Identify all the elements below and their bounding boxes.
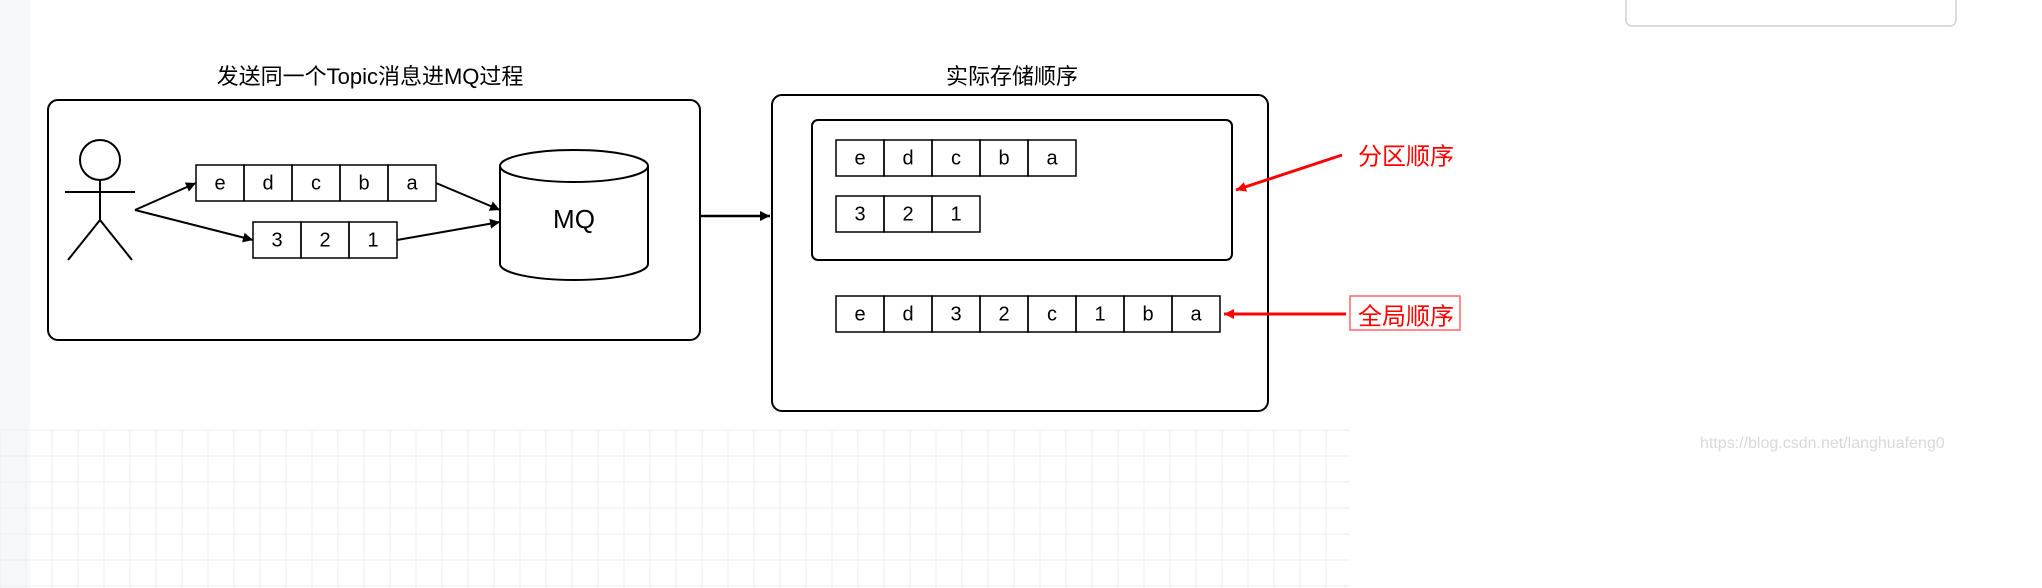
partition-row-letters-cell-label: a (1046, 147, 1058, 169)
global-row-cell-label: b (1142, 303, 1153, 325)
global-row-cell-label: d (902, 303, 913, 325)
left-row-letters-cell-label: d (262, 172, 273, 194)
global-row-cell-label: c (1047, 303, 1057, 325)
global-row-cell-label: 1 (1094, 303, 1105, 325)
left-panel-title: 发送同一个Topic消息进MQ过程 (217, 64, 524, 89)
partition-row-letters-cell-label: c (951, 147, 961, 169)
global-row-cell-label: a (1190, 303, 1202, 325)
left-row-letters-cell-label: c (311, 172, 321, 194)
partition-row-numbers-cell-label: 1 (950, 203, 961, 225)
mq-label: MQ (553, 204, 595, 234)
partition-row-numbers-cell-label: 2 (902, 203, 913, 225)
partition-row-numbers-cell-label: 3 (854, 203, 865, 225)
partition-row-letters-cell-label: b (998, 147, 1009, 169)
partition-row-letters-cell-label: e (854, 147, 865, 169)
global-row-cell-label: e (854, 303, 865, 325)
right-panel-title: 实际存储顺序 (946, 64, 1078, 89)
left-row-letters-cell-label: b (358, 172, 369, 194)
partition-row-letters-cell-label: d (902, 147, 913, 169)
watermark: https://blog.csdn.net/langhuafeng0 (1700, 435, 1945, 452)
global-row-cell-label: 2 (998, 303, 1009, 325)
left-row-numbers-cell-label: 3 (271, 229, 282, 251)
label-global: 全局顺序 (1358, 303, 1454, 330)
global-row-cell-label: 3 (950, 303, 961, 325)
left-row-numbers-cell-label: 1 (367, 229, 378, 251)
left-row-letters-cell-label: a (406, 172, 418, 194)
left-row-numbers-cell-label: 2 (319, 229, 330, 251)
left-row-letters-cell-label: e (214, 172, 225, 194)
label-partition: 分区顺序 (1358, 143, 1454, 170)
top-widget-fragment (1626, 0, 1956, 26)
